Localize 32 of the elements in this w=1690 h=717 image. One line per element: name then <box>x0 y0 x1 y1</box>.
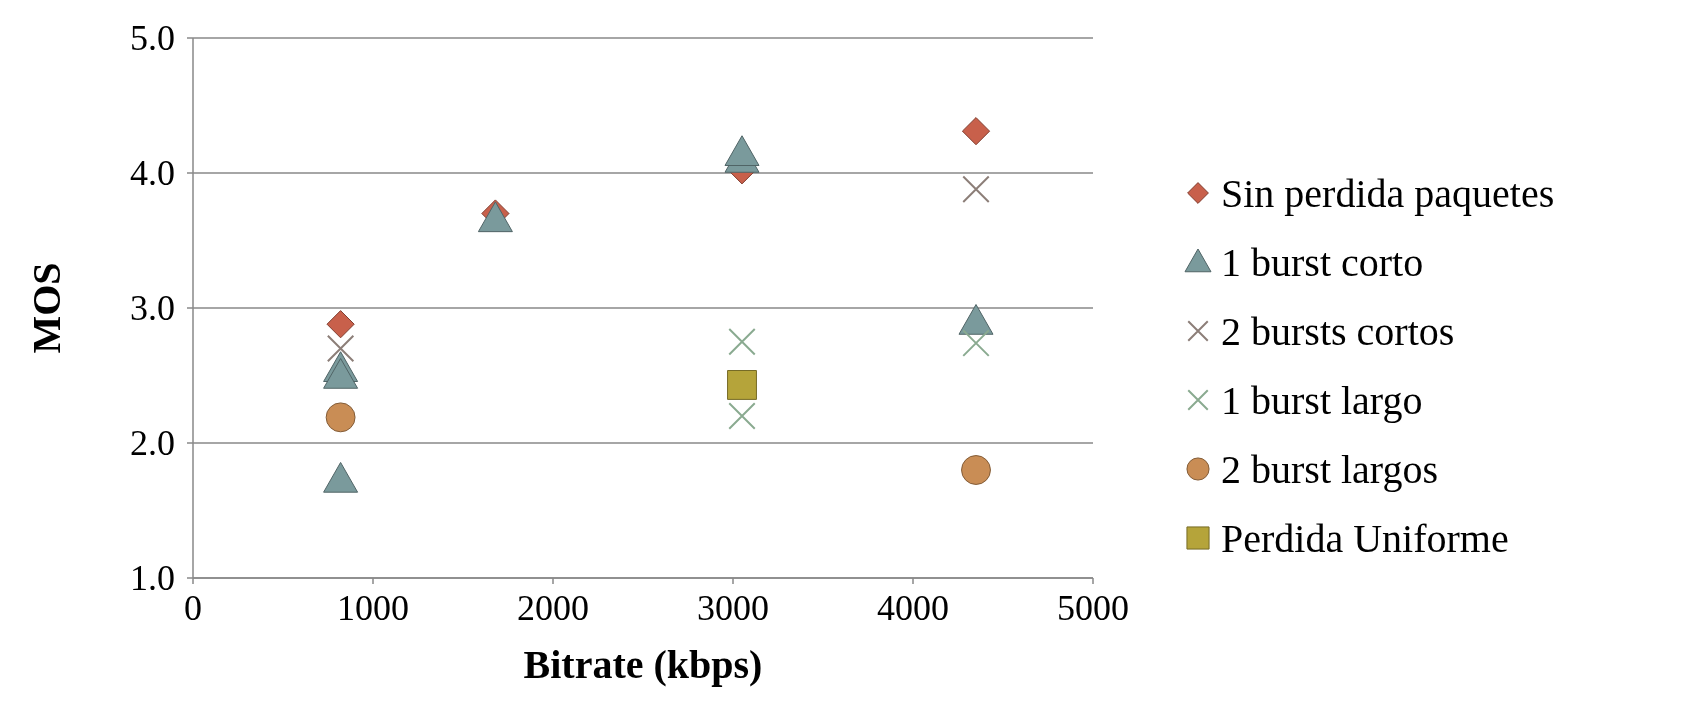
legend-label: Sin perdida paquetes <box>1221 171 1555 216</box>
point <box>323 358 359 389</box>
y-axis-title: MOS <box>24 262 69 354</box>
legend-label: 2 burst largos <box>1221 447 1439 492</box>
point <box>728 328 756 356</box>
x-tick-label: 3000 <box>697 588 769 628</box>
x-tick-label: 5000 <box>1057 588 1129 628</box>
point <box>958 304 994 335</box>
y-tick-label: 3.0 <box>130 288 175 328</box>
point <box>326 334 355 363</box>
point <box>728 402 756 430</box>
y-tick-label: 4.0 <box>130 153 175 193</box>
x-tick-label: 1000 <box>337 588 409 628</box>
point <box>962 175 990 203</box>
legend-label: 1 burst corto <box>1221 240 1424 285</box>
legend-label: 2 bursts cortos <box>1221 309 1455 354</box>
legend-label: 1 burst largo <box>1221 378 1423 423</box>
x-tick-label: 4000 <box>877 588 949 628</box>
y-tick-label: 1.0 <box>130 558 175 598</box>
point <box>961 117 991 146</box>
x-tick-label: 0 <box>184 588 202 628</box>
point <box>727 370 757 400</box>
point <box>326 310 355 339</box>
x-tick-label: 2000 <box>517 588 589 628</box>
point <box>962 329 990 357</box>
point <box>325 402 356 433</box>
x-axis-title: Bitrate (kbps) <box>523 642 763 687</box>
y-tick-label: 5.0 <box>130 18 175 58</box>
point <box>724 135 760 166</box>
legend-label: Perdida Uniforme <box>1221 516 1509 561</box>
y-tick-label: 2.0 <box>130 423 175 463</box>
point <box>961 455 991 485</box>
